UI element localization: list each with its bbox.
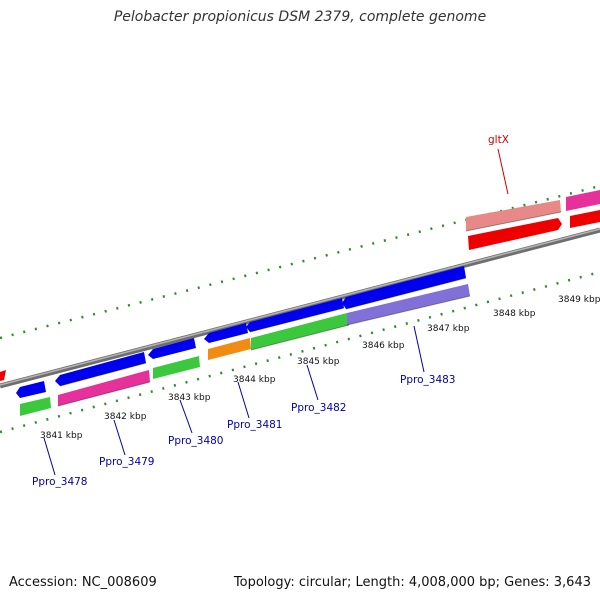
gene-feature-ppro-3479-fwd[interactable] (55, 352, 146, 386)
gene-feature-ppro-3481-rev[interactable] (208, 338, 251, 360)
gene-feature-ppro-3481-fwd[interactable] (204, 323, 248, 343)
gene-feature-right-red[interactable] (570, 210, 600, 228)
gene-feature-left-edge[interactable] (0, 370, 6, 381)
tick-label: 3845 kbp (297, 357, 340, 367)
gene-feature-ppro-3483-rev[interactable] (347, 284, 470, 325)
gene-feature-ppro-3482-fwd[interactable] (246, 298, 344, 332)
tick-label: 3844 kbp (233, 375, 276, 385)
gene-feature-ppro-3483-fwd[interactable] (342, 266, 466, 309)
gene-label-ppro-3479[interactable]: Ppro_3479 (99, 456, 154, 468)
genome-summary: Topology: circular; Length: 4,008,000 bp… (233, 575, 591, 590)
tick-label: 3841 kbp (40, 431, 83, 441)
gene-labels: Ppro_3478 Ppro_3479 Ppro_3480 Ppro_3481 … (32, 134, 509, 488)
gene-feature-ppro-3478-fwd[interactable] (16, 381, 46, 398)
gltx-leader (497, 148, 509, 195)
gene-feature-ppro-3479-rev[interactable] (58, 370, 150, 406)
gene-feature-ppro-3480-rev[interactable] (153, 356, 200, 379)
tick-label: 3847 kbp (427, 324, 470, 334)
gene-label-gltx[interactable]: gltX (488, 134, 509, 146)
gene-feature-ppro-3480-fwd[interactable] (148, 338, 196, 359)
gene-label-ppro-3483[interactable]: Ppro_3483 (400, 374, 455, 386)
accession-label: Accession: NC_008609 (9, 575, 157, 590)
gene-label-ppro-3481[interactable]: Ppro_3481 (227, 419, 282, 431)
label-leaders (43, 325, 425, 476)
tick-label: 3842 kbp (104, 412, 147, 422)
tick-label: 3848 kbp (493, 309, 536, 319)
gene-label-ppro-3478[interactable]: Ppro_3478 (32, 476, 87, 488)
gene-feature-right-pink[interactable] (566, 190, 600, 211)
feature-shading (57, 211, 562, 407)
gene-feature-ppro-3482-rev[interactable] (251, 313, 349, 350)
tick-labels: 3841 kbp 3842 kbp 3843 kbp 3844 kbp 3845… (40, 295, 600, 441)
inner-tick-ring (0, 270, 600, 434)
gene-feature-ppro-3478-rev[interactable] (20, 397, 51, 416)
gene-feature-gltx-rev[interactable] (468, 218, 562, 250)
gene-label-ppro-3482[interactable]: Ppro_3482 (291, 402, 346, 414)
tick-label: 3846 kbp (362, 341, 405, 351)
reverse-strand (20, 210, 600, 416)
map-title: Pelobacter propionicus DSM 2379, complet… (113, 9, 487, 25)
genome-backbone (0, 227, 600, 389)
gene-feature-gltx-fwd[interactable] (466, 200, 561, 231)
gene-label-ppro-3480[interactable]: Ppro_3480 (168, 435, 223, 447)
tick-label: 3849 kbp (558, 295, 600, 305)
tick-label: 3843 kbp (168, 393, 211, 403)
forward-strand (0, 190, 600, 398)
